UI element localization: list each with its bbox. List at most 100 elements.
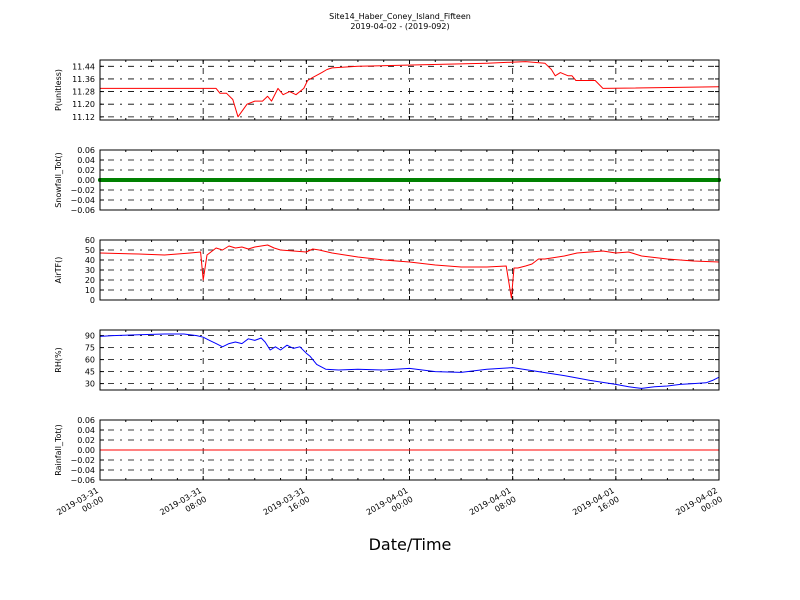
- data-point: [465, 178, 470, 182]
- y-axis-label: RH(%): [54, 347, 63, 372]
- data-point: [346, 178, 351, 182]
- data-point: [684, 178, 689, 182]
- data-point: [520, 178, 525, 182]
- y-tick-label: 0.04: [77, 426, 95, 435]
- data-point: [694, 178, 699, 182]
- data-point: [181, 178, 186, 182]
- data-point: [526, 178, 531, 182]
- data-point: [697, 178, 702, 182]
- data-point: [326, 178, 331, 182]
- data-point: [349, 178, 354, 182]
- data-point: [333, 178, 338, 182]
- x-tick-label: 2019-04-0108:00: [468, 486, 518, 526]
- data-point: [700, 178, 705, 182]
- data-point: [420, 178, 425, 182]
- x-tick-label: 2019-04-0116:00: [571, 486, 621, 526]
- data-point: [710, 178, 715, 182]
- data-point: [194, 178, 199, 182]
- data-point: [578, 178, 583, 182]
- data-point: [436, 178, 441, 182]
- y-tick-label: 11.36: [72, 75, 95, 84]
- data-point: [571, 178, 576, 182]
- data-point: [681, 178, 686, 182]
- data-point: [629, 178, 634, 182]
- y-tick-label: 0: [90, 296, 95, 305]
- data-point: [159, 178, 164, 182]
- data-point: [530, 178, 535, 182]
- data-point: [691, 178, 696, 182]
- data-point: [397, 178, 402, 182]
- data-point: [314, 178, 319, 182]
- series-line: [99, 244, 720, 299]
- data-point: [584, 178, 589, 182]
- data-point: [536, 178, 541, 182]
- y-tick-label: 0.04: [77, 156, 95, 165]
- data-point: [649, 178, 654, 182]
- data-point: [449, 178, 454, 182]
- data-point: [481, 178, 486, 182]
- data-point: [430, 178, 435, 182]
- y-tick-label: −0.06: [70, 476, 95, 485]
- y-tick-label: 20: [85, 276, 95, 285]
- data-point: [185, 178, 190, 182]
- data-point: [175, 178, 180, 182]
- data-point: [291, 178, 296, 182]
- data-point: [217, 178, 222, 182]
- data-point: [471, 178, 476, 182]
- y-axis-label: Rainfall_Tot(): [54, 424, 63, 476]
- y-tick-label: 0.02: [77, 436, 95, 445]
- data-point: [407, 178, 412, 182]
- data-point: [426, 178, 431, 182]
- data-point: [678, 178, 683, 182]
- data-point: [188, 178, 193, 182]
- data-point: [275, 178, 280, 182]
- x-tick-label: 2019-04-0100:00: [365, 486, 415, 526]
- data-point: [687, 178, 692, 182]
- data-point: [178, 178, 183, 182]
- data-point: [604, 178, 609, 182]
- y-tick-label: 11.12: [72, 113, 95, 122]
- y-tick-label: 75: [85, 344, 95, 353]
- data-point: [149, 178, 154, 182]
- data-point: [355, 178, 360, 182]
- data-point: [204, 178, 209, 182]
- data-point: [120, 178, 125, 182]
- data-point: [107, 178, 112, 182]
- data-point: [388, 178, 393, 182]
- data-point: [301, 178, 306, 182]
- data-point: [201, 178, 206, 182]
- data-point: [568, 178, 573, 182]
- data-point: [665, 178, 670, 182]
- data-point: [626, 178, 631, 182]
- y-tick-label: −0.02: [70, 186, 95, 195]
- data-point: [513, 178, 518, 182]
- data-point: [494, 178, 499, 182]
- data-point: [562, 178, 567, 182]
- x-axis-ticks: 2019-03-3100:00 2019-03-3108:00 2019-03-31…: [55, 486, 724, 526]
- panel-frame: [99, 239, 720, 301]
- data-point: [246, 178, 251, 182]
- data-point: [207, 178, 212, 182]
- y-tick-label: 40: [85, 256, 95, 265]
- data-point: [304, 178, 309, 182]
- y-tick-label: −0.04: [70, 466, 95, 475]
- panel-frame: [99, 419, 720, 481]
- panel-2: −0.06−0.04−0.020.000.020.040.06 Snowfall_…: [54, 146, 721, 215]
- data-point: [127, 178, 132, 182]
- data-point: [546, 178, 551, 182]
- chart-subtitle: 2019-04-02 - (2019-092): [350, 22, 449, 31]
- data-point: [265, 178, 270, 182]
- data-point: [581, 178, 586, 182]
- data-point: [236, 178, 241, 182]
- data-point: [504, 178, 509, 182]
- data-point: [268, 178, 273, 182]
- data-point: [136, 178, 141, 182]
- data-point: [123, 178, 128, 182]
- data-point: [488, 178, 493, 182]
- chart-title: Site14_Haber_Coney_Island_Fifteen: [329, 12, 471, 21]
- data-point: [197, 178, 202, 182]
- data-point: [671, 178, 676, 182]
- data-point: [607, 178, 612, 182]
- data-point: [101, 178, 106, 182]
